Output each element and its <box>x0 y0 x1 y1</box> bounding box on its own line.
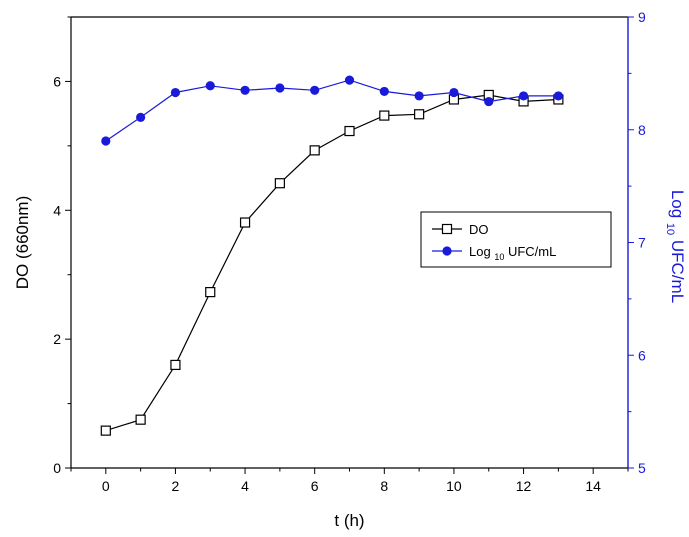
legend: DO Log 10 UFC/mL <box>420 211 612 268</box>
y-axis-right-title: Log 10 UFC/mL <box>664 190 687 303</box>
x-axis-title: t (h) <box>334 511 364 530</box>
x-tick-label: 8 <box>380 478 388 494</box>
data-point-circle <box>136 112 146 122</box>
series-line <box>105 79 559 142</box>
data-point-square <box>170 359 181 371</box>
x-tick-label: 10 <box>446 478 462 494</box>
x-tick-label: 4 <box>241 478 249 494</box>
data-point-square <box>100 425 111 436</box>
series-log-ufc <box>101 75 563 146</box>
data-point-circle <box>101 136 111 146</box>
legend-marker-do <box>441 223 453 235</box>
data-point-circle <box>379 86 389 97</box>
x-tick-label: 6 <box>311 478 319 494</box>
y-left-tick-label: 4 <box>53 202 61 218</box>
y-left-tick-label: 6 <box>53 73 61 89</box>
y-left-tick-label: 0 <box>53 460 61 476</box>
y-right-tick-label: 7 <box>638 235 646 251</box>
y-right-tick-label: 8 <box>638 122 646 138</box>
y-axis-left: 0 2 4 6 <box>53 16 71 476</box>
x-axis: 0 2 4 6 8 10 12 14 <box>70 468 629 494</box>
data-point-square <box>344 125 355 137</box>
data-point-square <box>239 217 251 228</box>
data-point-square <box>205 287 216 298</box>
x-tick-label: 0 <box>102 478 110 494</box>
data-point-circle <box>414 91 424 101</box>
y-left-tick-label: 2 <box>53 331 61 347</box>
data-point-circle <box>170 87 181 98</box>
y-axis-left-title: DO (660nm) <box>13 196 32 290</box>
legend-label-do: DO <box>469 222 489 237</box>
data-point-square <box>414 109 425 120</box>
y-right-tick-label: 9 <box>638 9 646 25</box>
series-line <box>105 94 559 432</box>
data-point-circle <box>310 85 320 95</box>
y-right-tick-label: 6 <box>638 347 646 363</box>
y-axis-right-title-sub: 10 <box>664 223 676 235</box>
data-point-circle <box>275 83 285 93</box>
data-point-circle <box>344 75 355 85</box>
data-point-circle <box>553 91 563 101</box>
y-axis-right-title-pre: Log <box>668 190 687 223</box>
x-tick-label: 12 <box>516 478 532 494</box>
x-tick-label: 14 <box>585 478 601 494</box>
y-right-tick-label: 5 <box>638 460 646 476</box>
data-point-square <box>379 110 390 121</box>
data-point-square <box>135 414 146 425</box>
legend-box <box>420 211 612 268</box>
data-point-square <box>274 178 285 189</box>
x-tick-label: 2 <box>172 478 180 494</box>
legend-label-log-post: UFC/mL <box>504 244 556 259</box>
legend-marker-log <box>442 246 452 256</box>
legend-label-log-pre: Log <box>469 244 494 259</box>
y-axis-right-title-post: UFC/mL <box>668 235 687 303</box>
y-axis-right: 5 6 7 8 9 <box>628 9 646 476</box>
data-point-circle <box>205 81 215 91</box>
legend-label-log: Log 10 UFC/mL <box>469 244 556 262</box>
series-layer <box>100 75 564 436</box>
data-point-circle <box>484 96 494 107</box>
data-point-square <box>309 145 320 156</box>
data-point-circle <box>518 91 529 101</box>
data-point-circle <box>449 87 459 98</box>
legend-label-log-sub: 10 <box>494 252 504 262</box>
data-point-circle <box>240 85 250 95</box>
